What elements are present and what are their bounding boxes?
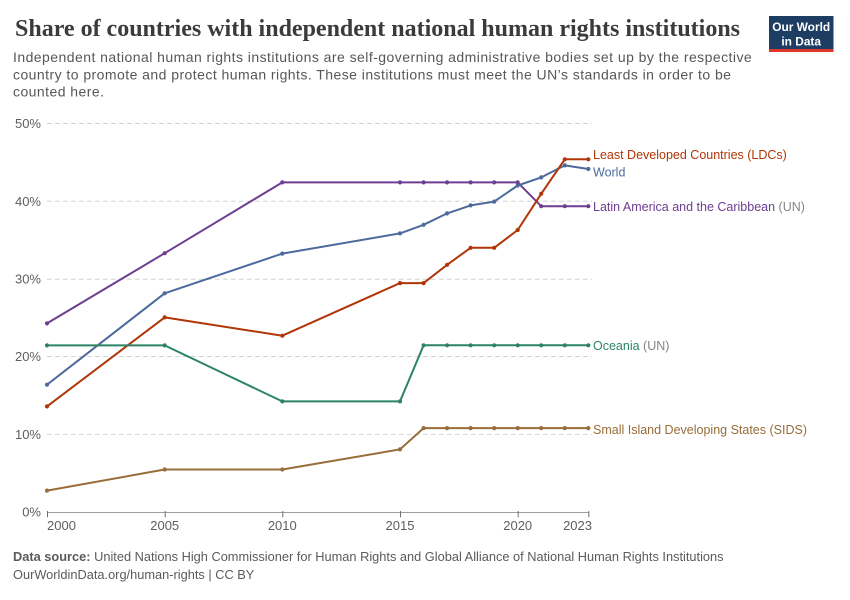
svg-text:Data source: United Nations Hi: Data source: United Nations High Commiss… xyxy=(13,549,724,564)
svg-text:Share of countries with indepe: Share of countries with independent nati… xyxy=(15,16,740,42)
svg-text:in Data: in Data xyxy=(781,34,821,48)
svg-text:Latin America and the Caribbea: Latin America and the Caribbean (UN) xyxy=(593,200,805,214)
svg-text:World: World xyxy=(593,166,625,180)
svg-text:30%: 30% xyxy=(15,272,41,287)
svg-text:2015: 2015 xyxy=(386,518,415,533)
svg-text:2000: 2000 xyxy=(47,518,76,533)
svg-text:Small Island Developing States: Small Island Developing States (SIDS) xyxy=(593,423,807,437)
svg-text:20%: 20% xyxy=(15,349,41,364)
svg-text:OurWorldinData.org/human-right: OurWorldinData.org/human-rights | CC BY xyxy=(13,567,255,582)
svg-text:2020: 2020 xyxy=(503,518,532,533)
svg-text:0%: 0% xyxy=(22,505,41,520)
svg-text:2005: 2005 xyxy=(150,518,179,533)
svg-text:Least Developed Countries (LDC: Least Developed Countries (LDCs) xyxy=(593,148,787,162)
svg-text:Independent national human rig: Independent national human rights instit… xyxy=(13,49,757,100)
svg-text:2023: 2023 xyxy=(563,518,592,533)
svg-text:40%: 40% xyxy=(15,194,41,209)
svg-text:Our World: Our World xyxy=(772,20,830,34)
svg-text:2010: 2010 xyxy=(268,518,297,533)
svg-text:50%: 50% xyxy=(15,116,41,131)
svg-text:Oceania (UN): Oceania (UN) xyxy=(593,339,669,353)
svg-text:10%: 10% xyxy=(15,427,41,442)
